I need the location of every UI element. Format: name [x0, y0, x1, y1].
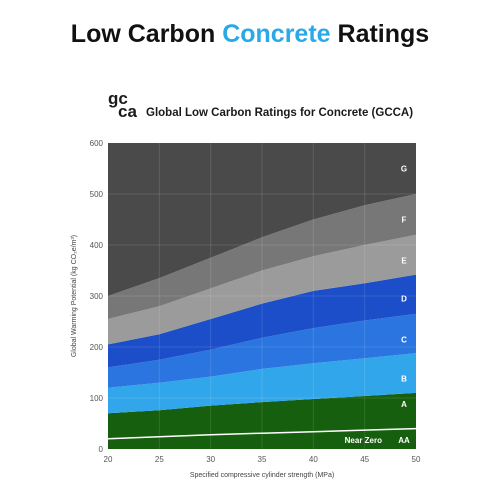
near-zero-label: Near Zero [345, 436, 382, 445]
x-tick-label: 25 [155, 455, 164, 464]
band-label-a: A [401, 400, 407, 409]
band-b [108, 353, 416, 414]
grid-lines [108, 143, 416, 449]
page-title: Low Carbon Concrete Ratings [70, 20, 430, 48]
rating-bands [108, 143, 416, 449]
band-c [108, 313, 416, 388]
band-f [108, 194, 416, 319]
x-tick-label: 40 [309, 455, 318, 464]
y-tick-labels: 0 100 200 300 400 500 600 [90, 139, 104, 454]
y-tick-label: 400 [90, 241, 104, 250]
y-tick-label: 200 [90, 343, 104, 352]
band-label-f: F [402, 216, 407, 225]
x-tick-label: 30 [206, 455, 215, 464]
band-label-d: D [401, 295, 407, 304]
near-zero-boundary [107, 427, 417, 440]
x-tick-label: 45 [360, 455, 369, 464]
x-tick-label: 50 [412, 455, 421, 464]
y-tick-label: 500 [90, 190, 104, 199]
band-e [108, 234, 416, 345]
band-label-aa: AA [398, 436, 410, 445]
near-zero-line [107, 427, 417, 440]
x-tick-label: 35 [258, 455, 267, 464]
band-label-c: C [401, 335, 407, 344]
title-highlight: Concrete [222, 20, 331, 48]
x-tick-label: 20 [104, 455, 113, 464]
y-tick-label: 300 [90, 292, 104, 301]
band-d [108, 274, 416, 368]
x-axis-label: Specified compressive cylinder strength … [190, 472, 334, 479]
band-label-b: B [401, 375, 407, 384]
band-g [108, 143, 416, 296]
y-tick-label: 0 [99, 445, 104, 454]
band-label-g: G [401, 165, 407, 174]
y-tick-label: 600 [90, 139, 104, 148]
x-tick-labels: 20 25 30 35 40 45 50 [104, 455, 421, 464]
y-axis-label: Global Warming Potential (kg CO₂e/m³) [71, 235, 78, 357]
band-label-e: E [401, 256, 407, 265]
y-tick-label: 100 [90, 394, 104, 403]
band-a [108, 392, 416, 449]
chart-title: Global Low Carbon Ratings for Concrete (… [146, 107, 414, 119]
gcca-logo: gc ca [108, 89, 137, 121]
